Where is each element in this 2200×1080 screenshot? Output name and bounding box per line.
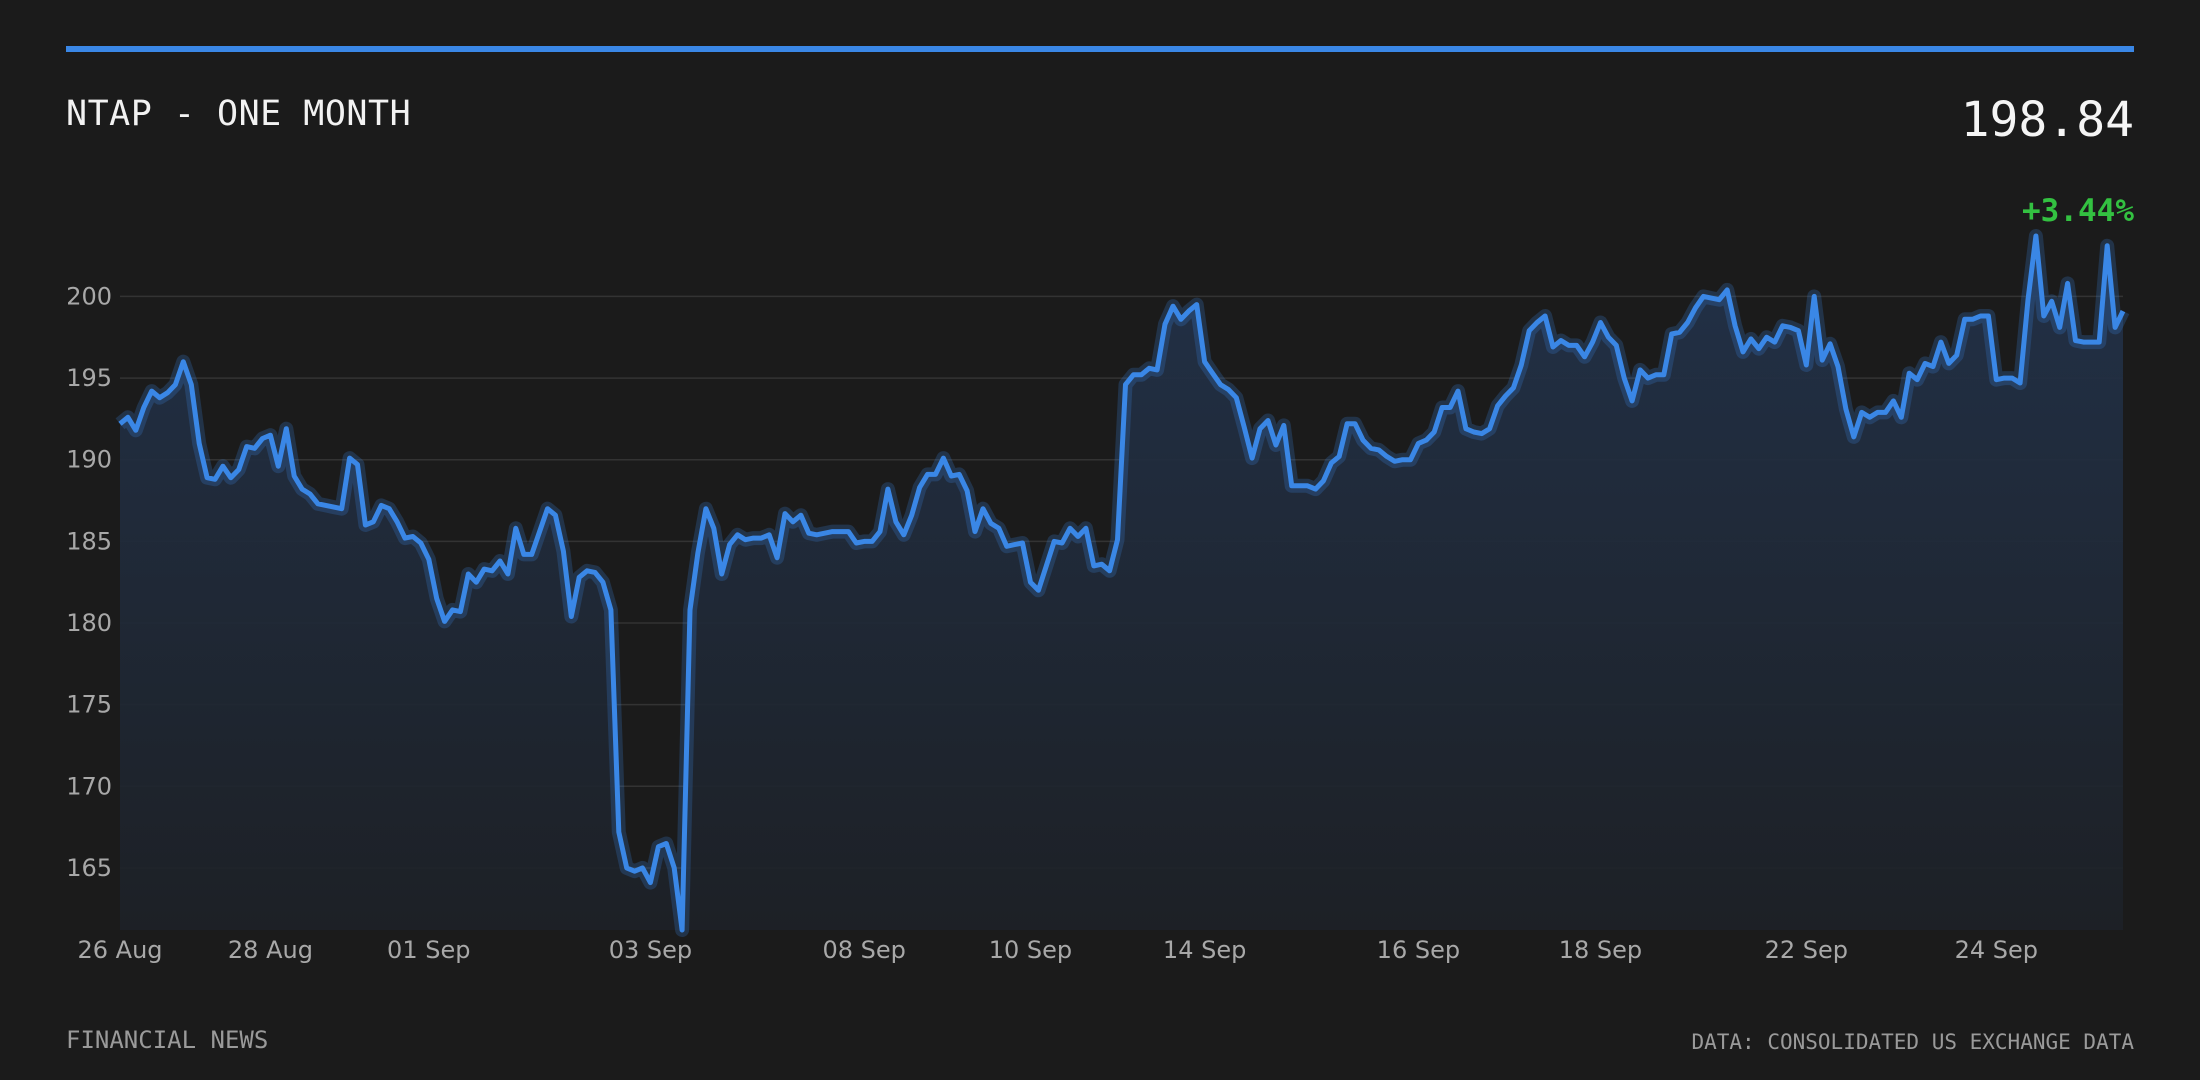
x-axis-labels: 26 Aug 28 Aug 01 Sep 03 Sep 08 Sep 10 Sep 14 S…	[77, 936, 2038, 964]
chart-title: NTAP - ONE MONTH	[66, 94, 412, 134]
x-tick-label: 03 Sep	[609, 936, 692, 964]
y-tick-label: 185	[66, 527, 112, 555]
y-axis-labels: 165 170 175 180 185 190 195 200	[66, 282, 112, 882]
x-tick-label: 28 Aug	[228, 936, 313, 964]
x-tick-label: 01 Sep	[387, 936, 470, 964]
y-tick-label: 170	[66, 772, 112, 800]
x-tick-label: 08 Sep	[822, 936, 905, 964]
y-tick-label: 180	[66, 609, 112, 637]
accent-rule	[66, 46, 2134, 52]
y-tick-label: 165	[66, 854, 112, 882]
y-tick-label: 195	[66, 364, 112, 392]
x-tick-label: 16 Sep	[1377, 936, 1460, 964]
y-tick-label: 175	[66, 691, 112, 719]
footer-source-left: FINANCIAL NEWS	[66, 1026, 269, 1054]
x-tick-label: 24 Sep	[1955, 936, 2038, 964]
footer-source-right: DATA: CONSOLIDATED US EXCHANGE DATA	[1691, 1030, 2134, 1054]
price-line	[118, 233, 2126, 933]
y-tick-label: 200	[66, 282, 112, 310]
x-tick-label: 14 Sep	[1163, 936, 1246, 964]
y-tick-label: 190	[66, 446, 112, 474]
x-tick-label: 22 Sep	[1765, 936, 1848, 964]
x-tick-label: 10 Sep	[989, 936, 1072, 964]
price-area	[120, 236, 2123, 930]
current-price: 198.84	[1960, 92, 2134, 148]
x-tick-label: 26 Aug	[77, 936, 162, 964]
price-change: +3.44%	[2022, 193, 2134, 229]
x-tick-label: 18 Sep	[1559, 936, 1642, 964]
